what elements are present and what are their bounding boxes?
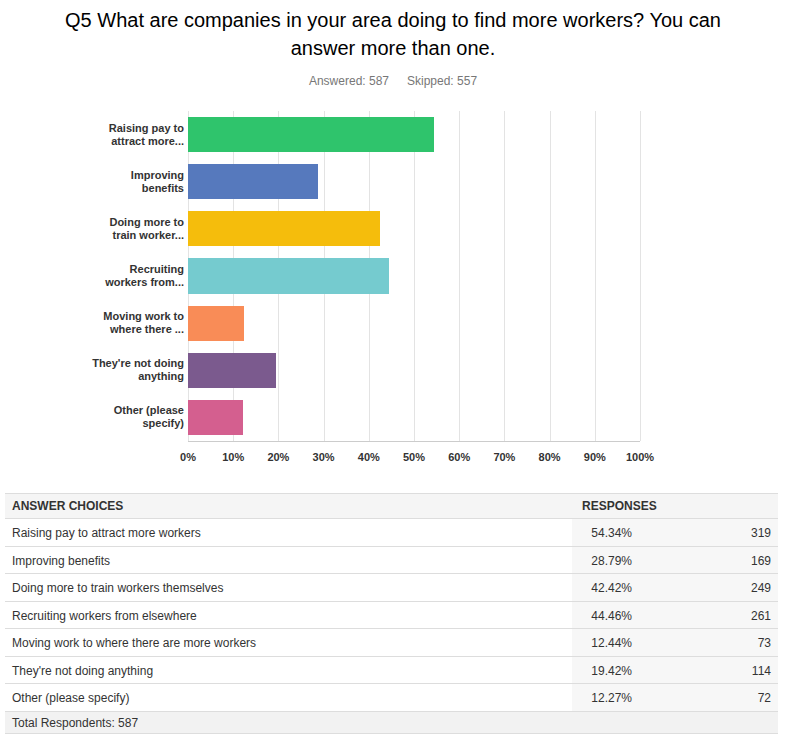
annotation: Answered: 587 bbox=[309, 74, 389, 88]
table-cell: 261 bbox=[708, 609, 771, 623]
table-header: ANSWER CHOICES bbox=[12, 499, 123, 513]
page: {"chart_data": {"type": "bar", "orientat… bbox=[0, 0, 786, 738]
category-label-box: Moving work to where there ... bbox=[92, 300, 184, 347]
table-cell: Moving work to where there are more work… bbox=[12, 636, 256, 650]
table-cell: 319 bbox=[708, 526, 771, 540]
x-tick-label: 30% bbox=[304, 451, 344, 463]
x-tick-label: 20% bbox=[258, 451, 298, 463]
category-label-box: Raising pay to attract more... bbox=[92, 111, 184, 158]
chart-title: Q5 What are companies in your area doing… bbox=[31, 6, 755, 62]
bar bbox=[188, 306, 244, 341]
x-tick-label: 10% bbox=[213, 451, 253, 463]
table-cell: Raising pay to attract more workers bbox=[12, 526, 201, 540]
category-label: Improving benefits bbox=[92, 169, 184, 195]
x-tick-label: 50% bbox=[394, 451, 434, 463]
table-cell: Recruiting workers from elsewhere bbox=[12, 609, 197, 623]
table-cell: 249 bbox=[708, 581, 771, 595]
category-label: They're not doing anything bbox=[92, 357, 184, 383]
grid-line bbox=[414, 111, 415, 441]
bar bbox=[188, 117, 434, 152]
bar bbox=[188, 258, 389, 293]
table-cell: 54.34% bbox=[582, 526, 632, 540]
category-label: Doing more to train worker... bbox=[92, 216, 184, 242]
grid-line bbox=[550, 111, 551, 441]
grid-line bbox=[504, 111, 505, 441]
category-label-box: Recruiting workers from... bbox=[92, 252, 184, 299]
annotations: Answered: 587 Skipped: 557 bbox=[0, 74, 786, 90]
table-footer: Total Respondents: 587 bbox=[12, 716, 138, 730]
table-header: RESPONSES bbox=[582, 499, 657, 513]
category-label-box: They're not doing anything bbox=[92, 347, 184, 394]
table-cell: 169 bbox=[708, 554, 771, 568]
table-cell: 72 bbox=[708, 691, 771, 705]
bar bbox=[188, 353, 276, 388]
plot-area bbox=[188, 111, 640, 441]
table-cell: 12.27% bbox=[582, 691, 632, 705]
x-tick-label: 60% bbox=[439, 451, 479, 463]
table-cell: 44.46% bbox=[582, 609, 632, 623]
category-label: Recruiting workers from... bbox=[92, 263, 184, 289]
table-cell: Doing more to train workers themselves bbox=[12, 581, 223, 595]
table-cell: They're not doing anything bbox=[12, 664, 153, 678]
x-tick-label: 100% bbox=[620, 451, 660, 463]
category-label-box: Improving benefits bbox=[92, 158, 184, 205]
bar bbox=[188, 400, 243, 435]
table-cell: 42.42% bbox=[582, 581, 632, 595]
category-label: Other (please specify) bbox=[92, 404, 184, 430]
x-tick-label: 80% bbox=[530, 451, 570, 463]
grid-line bbox=[640, 111, 641, 441]
x-axis-line bbox=[188, 441, 640, 442]
x-tick-label: 0% bbox=[168, 451, 208, 463]
table-cell: Other (please specify) bbox=[12, 691, 129, 705]
grid-line bbox=[459, 111, 460, 441]
table-cell: Improving benefits bbox=[12, 554, 110, 568]
category-label: Raising pay to attract more... bbox=[92, 122, 184, 148]
grid-line bbox=[595, 111, 596, 441]
category-label: Moving work to where there ... bbox=[92, 310, 184, 336]
table-cell: 73 bbox=[708, 636, 771, 650]
bar bbox=[188, 211, 380, 246]
x-tick-label: 70% bbox=[484, 451, 524, 463]
bar bbox=[188, 164, 318, 199]
table-cell: 12.44% bbox=[582, 636, 632, 650]
category-label-box: Doing more to train worker... bbox=[92, 205, 184, 252]
x-tick-label: 90% bbox=[575, 451, 615, 463]
annotation: Skipped: 557 bbox=[407, 74, 477, 88]
category-label-box: Other (please specify) bbox=[92, 394, 184, 441]
table-cell: 19.42% bbox=[582, 664, 632, 678]
x-tick-label: 40% bbox=[349, 451, 389, 463]
table-cell: 28.79% bbox=[582, 554, 632, 568]
table-cell: 114 bbox=[708, 664, 771, 678]
